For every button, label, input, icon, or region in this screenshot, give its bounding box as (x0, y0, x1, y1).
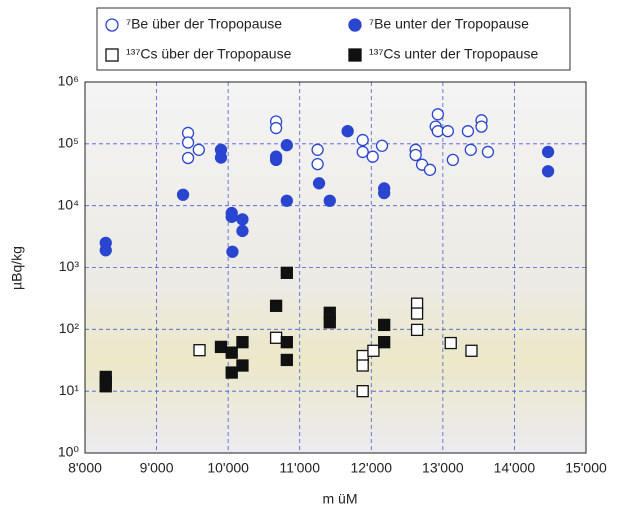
legend-marker (105, 48, 119, 62)
legend-label: ¹³⁷Cs über der Tropopause (126, 46, 292, 62)
point (269, 331, 283, 344)
y-tick-label: 10³ (59, 258, 80, 274)
y-tick-label: 10² (59, 320, 80, 336)
point (323, 194, 336, 207)
x-tick-label: 9'000 (140, 460, 174, 476)
point (311, 157, 324, 171)
point (236, 213, 249, 226)
point (431, 108, 444, 121)
legend-marker (348, 18, 362, 32)
point (356, 359, 369, 372)
point (226, 245, 239, 258)
point (192, 143, 205, 156)
point (280, 336, 293, 349)
point (356, 145, 369, 159)
legend-label: ⁷Be unter der Tropopause (369, 16, 529, 32)
point (465, 344, 478, 357)
plot-frame (84, 81, 587, 454)
point (367, 344, 380, 357)
x-tick-label: 10'000 (207, 460, 249, 476)
x-tick-label: 8'000 (68, 460, 102, 476)
point (311, 143, 324, 156)
point (269, 153, 283, 167)
point (312, 177, 326, 190)
point (193, 344, 206, 357)
point (236, 336, 249, 349)
point (236, 359, 249, 372)
point (181, 136, 195, 149)
point (99, 244, 112, 257)
legend-label: ¹³⁷Cs unter der Tropopause (369, 46, 538, 62)
point (225, 346, 238, 359)
point (410, 307, 424, 320)
point (176, 188, 190, 201)
point (481, 145, 495, 159)
point (541, 165, 555, 178)
point (375, 139, 389, 152)
y-tick-label: 10⁵ (58, 135, 79, 151)
legend-marker (348, 48, 362, 62)
point (356, 133, 369, 147)
legend-label: ⁷Be über der Tropopause (126, 16, 282, 32)
point (214, 340, 228, 354)
point (280, 266, 293, 279)
point (236, 224, 249, 238)
point (378, 336, 391, 349)
point (269, 299, 283, 312)
point (409, 148, 422, 162)
x-tick-label: 15'000 (565, 460, 607, 476)
point (323, 316, 336, 329)
point (280, 353, 293, 367)
point (378, 318, 391, 332)
point (410, 323, 424, 337)
point (269, 121, 283, 135)
point (225, 366, 238, 379)
point (181, 151, 195, 165)
y-tick-label: 10⁶ (58, 73, 79, 89)
legend-box (96, 7, 571, 71)
point (366, 150, 379, 163)
point (341, 125, 354, 138)
y-tick-label: 10¹ (59, 382, 80, 398)
point (280, 139, 293, 152)
point (225, 210, 238, 223)
point (280, 194, 293, 207)
point (356, 385, 369, 398)
point (214, 151, 228, 164)
point (378, 186, 391, 200)
y-tick-label: 10⁰ (58, 444, 80, 460)
x-axis-label: m üM (323, 491, 358, 507)
point (423, 163, 437, 176)
x-tick-label: 14'000 (494, 460, 536, 476)
x-tick-label: 13'000 (422, 460, 464, 476)
point (541, 145, 555, 159)
point (431, 125, 444, 138)
y-tick-label: 10⁴ (57, 196, 79, 212)
legend-marker (105, 18, 119, 32)
point (475, 120, 488, 133)
x-tick-label: 12'000 (350, 460, 392, 476)
y-axis-label: µBq/kg (9, 246, 25, 290)
point (461, 125, 475, 138)
point (446, 153, 460, 167)
plot-background (85, 82, 586, 453)
point (99, 380, 112, 393)
point (441, 125, 455, 138)
point (444, 336, 457, 350)
point (464, 143, 477, 156)
x-tick-label: 11'000 (279, 460, 320, 476)
